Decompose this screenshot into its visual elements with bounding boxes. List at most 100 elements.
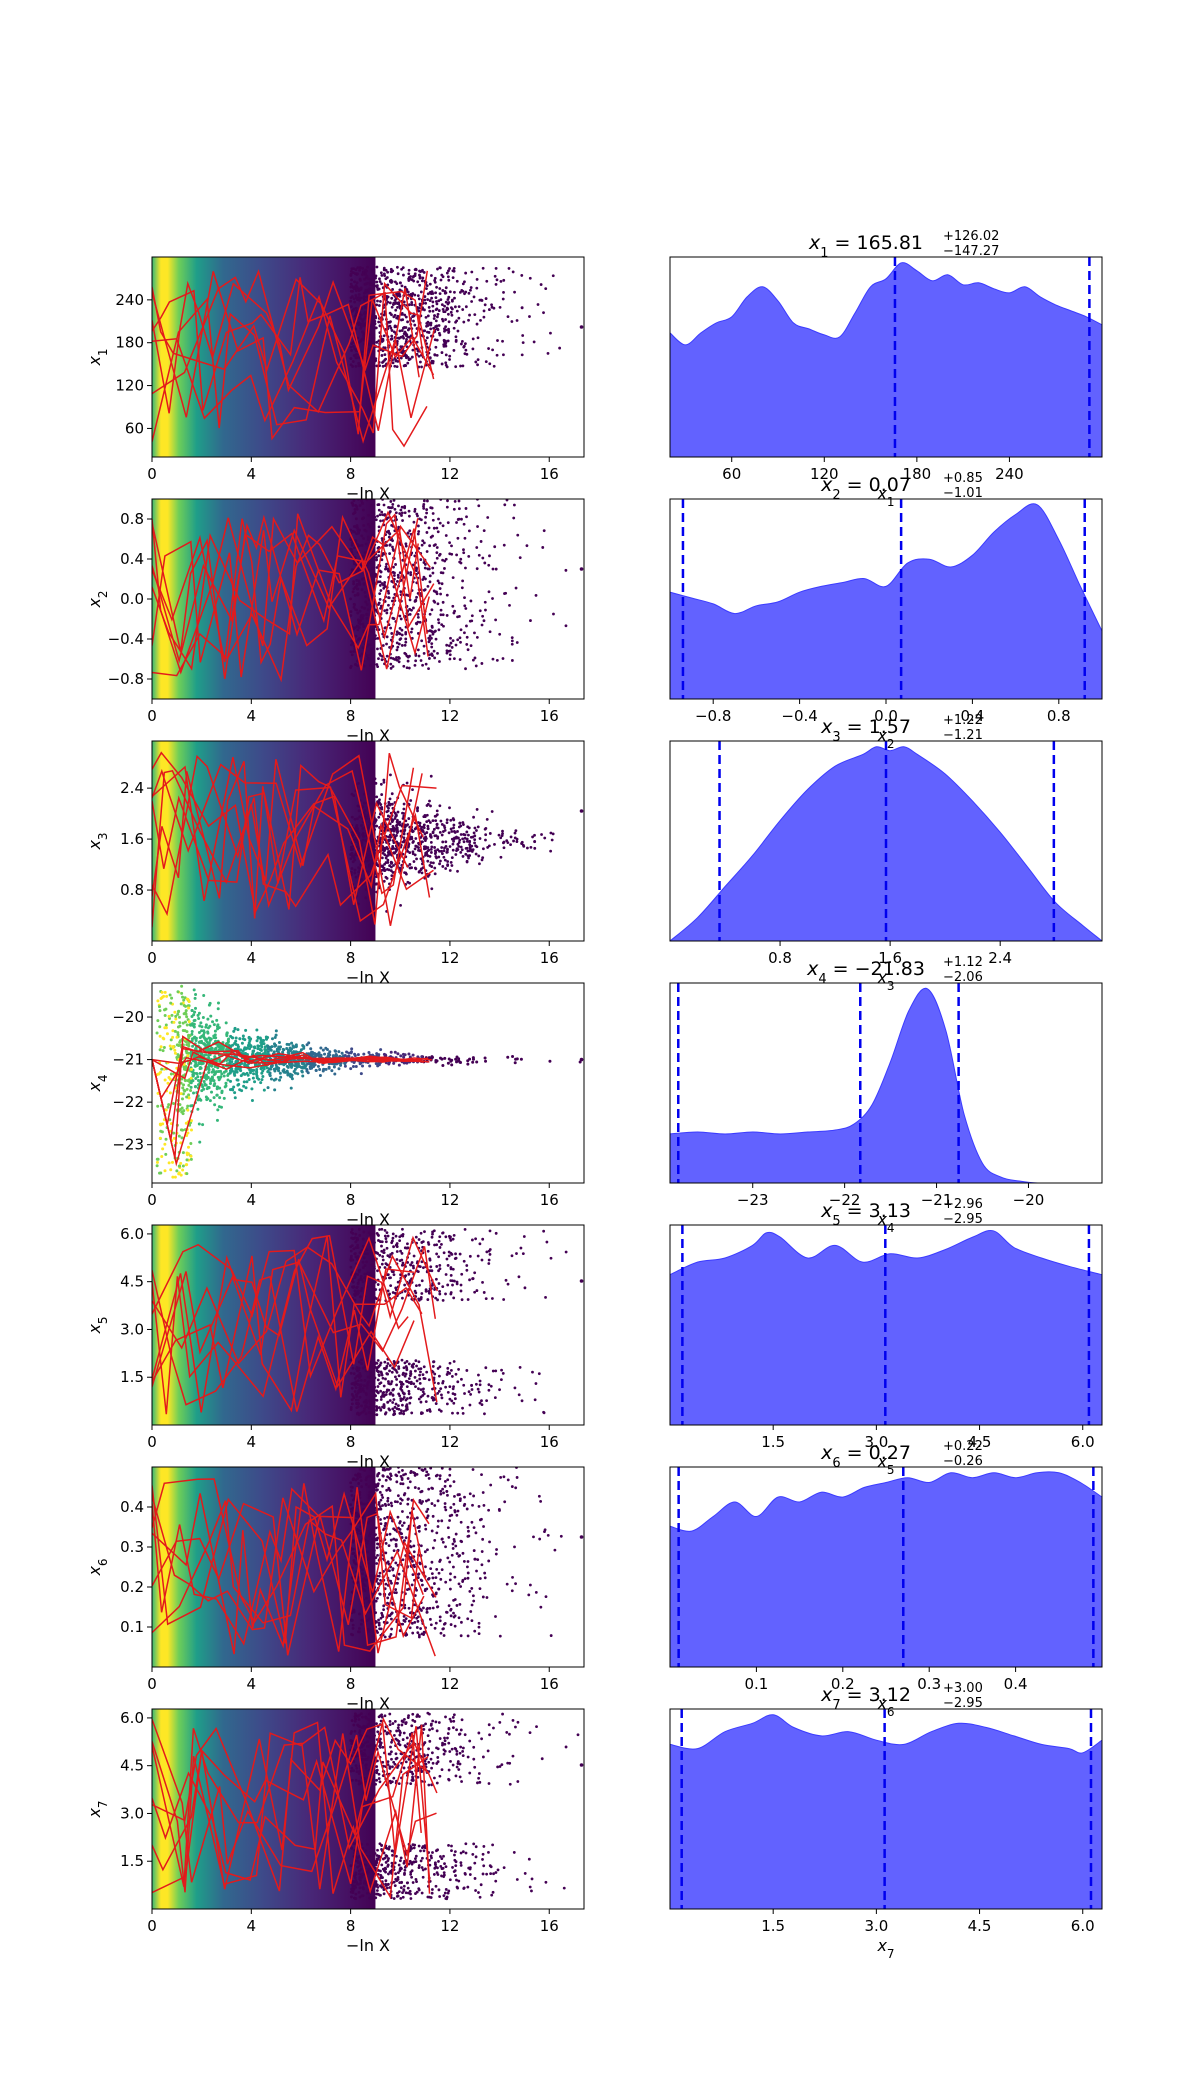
trace-xlabel: −ln X xyxy=(346,968,390,987)
trace-axes-frame xyxy=(151,982,585,1184)
trajectory-line xyxy=(152,510,429,683)
trajectory-line xyxy=(152,270,429,414)
trace-panel-x7 xyxy=(152,1709,584,1909)
trajectory-line xyxy=(152,1268,414,1412)
posterior-panel-x5 xyxy=(670,1225,1102,1425)
sample-cloud-x4 xyxy=(155,984,584,1179)
trace-panel-x2 xyxy=(152,499,584,699)
trace-axes-frame xyxy=(151,1466,585,1668)
posterior-kde-area xyxy=(670,1471,1102,1667)
trajectory-line xyxy=(152,1483,437,1655)
trajectory-line xyxy=(152,1721,431,1894)
trajectory-line xyxy=(152,1726,429,1893)
posterior-title-lower-error: −1.21 xyxy=(943,728,983,743)
particle-trajectories-x4 xyxy=(152,1035,432,1167)
trace-ylabel: x2 xyxy=(85,590,110,608)
trajectory-line xyxy=(152,1246,438,1403)
y-tick-label: 3.0 xyxy=(120,1804,144,1822)
x-tick-label: 1.5 xyxy=(761,1433,785,1451)
trace-xlabel: −ln X xyxy=(346,1694,390,1713)
posterior-axes-frame xyxy=(669,1708,1103,1910)
sample-cloud-x3 xyxy=(152,741,584,941)
y-tick-label: 0.8 xyxy=(120,510,144,528)
posterior-title-lower-error: −2.95 xyxy=(943,1696,983,1711)
x-tick-label: −22 xyxy=(829,1191,861,1209)
y-tick-label: 2.4 xyxy=(120,779,144,797)
x-tick-label: 8 xyxy=(346,1675,356,1693)
posterior-title-upper-error: +0.85 xyxy=(943,471,983,486)
trace-ylabel: x4 xyxy=(85,1074,110,1092)
posterior-title-upper-error: +126.02 xyxy=(943,229,999,244)
trace-axes-frame xyxy=(151,740,585,942)
posterior-panel-x4 xyxy=(670,983,1102,1183)
posterior-axes-frame xyxy=(669,740,1103,942)
final-sample xyxy=(579,325,584,329)
row-x4: 0 4 8 12 16 −23 −22 −21 −20 −ln X x4 −23 −22 −21 −20 x4… xyxy=(85,955,1103,1235)
y-tick-label: 1.5 xyxy=(120,1368,144,1386)
posterior-title: x5 = 3.13 xyxy=(820,1200,911,1229)
particle-trajectories-x1 xyxy=(152,269,436,448)
posterior-title: x7 = 3.12 xyxy=(820,1684,911,1713)
x-tick-label: 12 xyxy=(440,1675,459,1693)
y-tick-label: −20 xyxy=(112,1008,144,1026)
final-sample xyxy=(579,1279,584,1283)
trajectory-line xyxy=(152,269,428,448)
posterior-panel-x6 xyxy=(670,1467,1102,1667)
x-tick-label: 4 xyxy=(247,1433,257,1451)
x-tick-label: 12 xyxy=(440,1191,459,1209)
live-points-band xyxy=(152,741,376,941)
posterior-xlabel: x4 xyxy=(876,1210,894,1235)
x-tick-label: −23 xyxy=(737,1191,769,1209)
trajectory-line xyxy=(152,514,428,665)
y-tick-label: 180 xyxy=(115,334,144,352)
posterior-xlabel: x6 xyxy=(876,1694,894,1719)
posterior-title-lower-error: −0.26 xyxy=(943,1454,983,1469)
x-tick-label: −0.4 xyxy=(781,707,817,725)
posterior-title: x6 = 0.27 xyxy=(820,1442,911,1471)
x-tick-label: 1.6 xyxy=(878,949,902,967)
trace-xlabel: −ln X xyxy=(346,1936,390,1955)
x-tick-label: 4 xyxy=(247,1675,257,1693)
posterior-title-lower-error: −147.27 xyxy=(943,244,999,259)
x-tick-label: 16 xyxy=(540,949,559,967)
y-tick-label: 0.4 xyxy=(120,1498,144,1516)
x-tick-label: 16 xyxy=(540,1191,559,1209)
trajectory-line xyxy=(152,1717,438,1881)
posterior-title-upper-error: +2.96 xyxy=(943,1197,983,1212)
y-tick-label: 0.2 xyxy=(120,1578,144,1596)
x-tick-label: 0.2 xyxy=(831,1675,855,1693)
trajectory-line xyxy=(152,1722,431,1892)
posterior-axes-frame xyxy=(669,1466,1103,1668)
trace-axes-frame xyxy=(151,1224,585,1426)
trajectory-line xyxy=(152,1254,415,1413)
y-tick-label: −23 xyxy=(112,1136,144,1154)
live-points-band xyxy=(152,499,376,699)
posterior-title: x2 = 0.07 xyxy=(820,474,911,503)
final-sample xyxy=(579,1057,584,1062)
y-tick-label: 6.0 xyxy=(120,1709,144,1727)
y-tick-label: 1.5 xyxy=(120,1852,144,1870)
posterior-title-lower-error: −1.01 xyxy=(943,486,983,501)
x-tick-label: −21 xyxy=(921,1191,953,1209)
x-tick-label: 4 xyxy=(247,465,257,483)
trajectory-line xyxy=(152,764,431,923)
trace-xlabel: −ln X xyxy=(346,726,390,745)
trace-panel-x3 xyxy=(152,741,584,941)
posterior-title: x3 = 1.57 xyxy=(820,716,911,745)
x-tick-label: 16 xyxy=(540,465,559,483)
x-tick-label: 12 xyxy=(440,949,459,967)
trajectory-line xyxy=(152,754,423,926)
trace-xlabel: −ln X xyxy=(346,484,390,503)
particle-trajectories-x6 xyxy=(152,1478,437,1657)
x-tick-label: 0 xyxy=(147,465,157,483)
posterior-panel-x7 xyxy=(670,1709,1102,1909)
particle-trajectories-x2 xyxy=(152,510,435,683)
x-tick-label: 60 xyxy=(722,465,741,483)
trace-ylabel: x1 xyxy=(85,348,110,366)
posterior-kde-area xyxy=(670,1714,1102,1909)
trajectory-line xyxy=(152,754,415,917)
posterior-panel-x1 xyxy=(670,257,1102,457)
y-tick-label: 0.0 xyxy=(120,590,144,608)
posterior-panel-x2 xyxy=(670,499,1102,699)
final-sample xyxy=(579,1763,584,1767)
